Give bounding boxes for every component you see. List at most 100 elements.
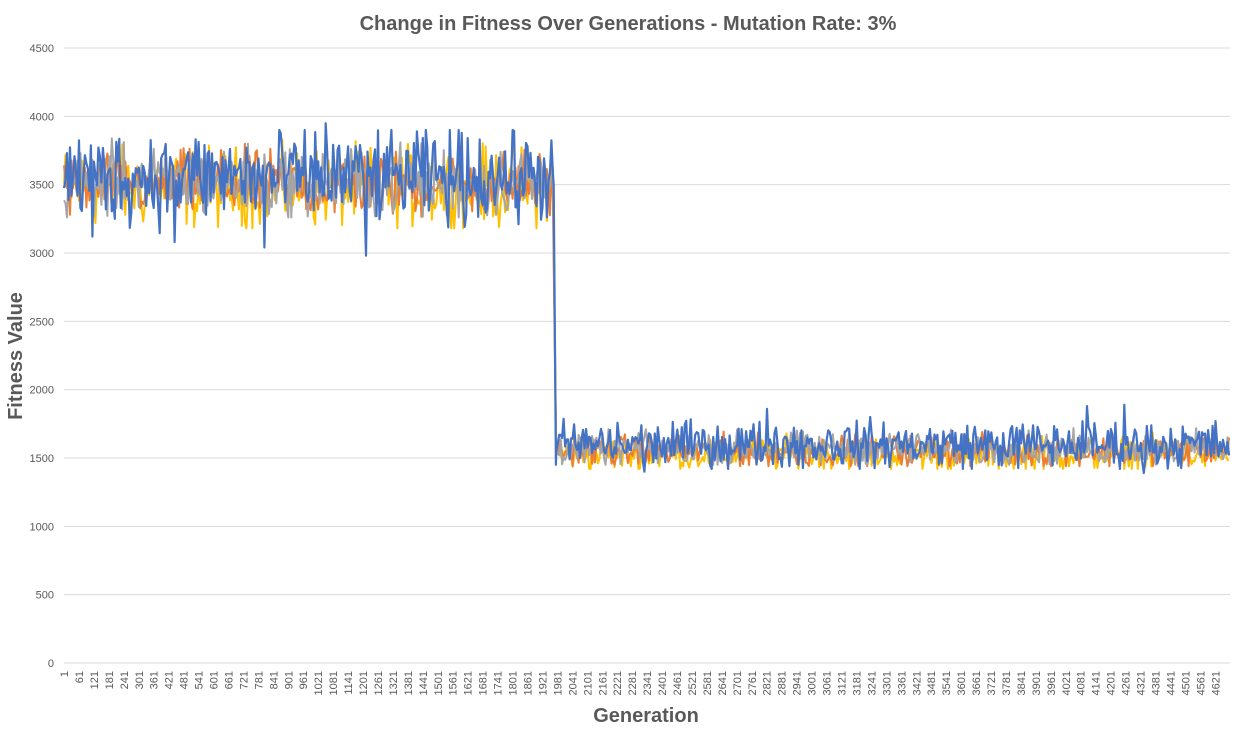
x-tick-label: 2401: [657, 671, 669, 695]
x-tick-label: 1: [59, 671, 71, 677]
x-tick-label: 541: [194, 671, 206, 689]
y-tick-label: 4500: [30, 43, 54, 55]
x-tick-label: 4441: [1165, 671, 1177, 695]
x-tick-label: 2461: [672, 671, 684, 695]
x-tick-label: 4021: [1061, 671, 1073, 695]
y-tick-label: 3500: [30, 180, 54, 192]
x-axis-ticks: 1 61 121 181 241 301 361 421 481 541 601 661 721 781 8…: [59, 671, 1222, 695]
x-tick-label: 3061: [822, 671, 834, 695]
x-tick-label: 2761: [747, 671, 759, 695]
x-axis-title: Generation: [593, 705, 699, 727]
x-tick-label: 3361: [896, 671, 908, 695]
y-tick-label: 2000: [30, 385, 54, 397]
x-tick-label: 961: [298, 671, 310, 689]
x-tick-label: 2281: [627, 671, 639, 695]
x-tick-label: 1381: [403, 671, 415, 695]
y-tick-label: 500: [36, 590, 54, 602]
y-tick-label: 4000: [30, 111, 54, 123]
x-tick-label: 3601: [956, 671, 968, 695]
chart-title: Change in Fitness Over Generations - Mut…: [360, 13, 897, 35]
x-tick-label: 3661: [971, 671, 983, 695]
x-tick-label: 301: [134, 671, 146, 689]
x-tick-label: 4561: [1195, 671, 1207, 695]
x-tick-label: 4321: [1136, 671, 1148, 695]
x-tick-label: 3241: [866, 671, 878, 695]
x-tick-label: 3121: [836, 671, 848, 695]
y-axis-title: Fitness Value: [5, 292, 27, 420]
y-tick-label: 1500: [30, 453, 54, 465]
series-lines: [62, 122, 1231, 475]
y-tick-label: 2500: [30, 316, 54, 328]
y-tick-label: 0: [48, 658, 54, 670]
x-tick-label: 3721: [986, 671, 998, 695]
x-tick-label: 661: [223, 671, 235, 689]
x-tick-label: 4261: [1121, 671, 1133, 695]
x-tick-label: 2161: [597, 671, 609, 695]
x-tick-label: 4501: [1180, 671, 1192, 695]
x-tick-label: 2701: [732, 671, 744, 695]
x-tick-label: 1501: [433, 671, 445, 695]
x-tick-label: 1321: [388, 671, 400, 695]
x-tick-label: 1081: [328, 671, 340, 695]
x-tick-label: 4201: [1106, 671, 1118, 695]
x-tick-label: 3181: [851, 671, 863, 695]
y-tick-label: 1000: [30, 521, 54, 533]
x-tick-label: 2821: [762, 671, 774, 695]
series-line-3: [63, 137, 1230, 466]
x-tick-label: 2881: [777, 671, 789, 695]
x-tick-label: 2581: [702, 671, 714, 695]
x-tick-label: 2101: [582, 671, 594, 695]
x-tick-label: 1921: [537, 671, 549, 695]
y-tick-label: 3000: [30, 248, 54, 260]
x-tick-label: 2521: [687, 671, 699, 695]
x-tick-label: 4081: [1076, 671, 1088, 695]
x-tick-label: 781: [253, 671, 265, 689]
y-axis-ticks: 0 500 1000 1500 2000 2500 3000 3500 4000 4500: [30, 43, 54, 670]
series-line-0: [62, 122, 1231, 475]
x-tick-label: 4381: [1150, 671, 1162, 695]
x-tick-label: 3481: [926, 671, 938, 695]
x-tick-label: 481: [179, 671, 191, 689]
x-tick-label: 1981: [552, 671, 564, 695]
x-tick-label: 421: [164, 671, 176, 689]
x-tick-label: 2041: [567, 671, 579, 695]
x-tick-label: 3421: [911, 671, 923, 695]
x-tick-label: 241: [119, 671, 131, 689]
x-tick-label: 1201: [358, 671, 370, 695]
x-tick-label: 61: [74, 671, 86, 683]
x-tick-label: 1621: [463, 671, 475, 695]
x-tick-label: 1801: [508, 671, 520, 695]
x-tick-label: 3001: [807, 671, 819, 695]
gridlines: [64, 47, 1230, 664]
x-tick-label: 2221: [612, 671, 624, 695]
x-tick-label: 4621: [1210, 671, 1222, 695]
x-tick-label: 3901: [1031, 671, 1043, 695]
x-tick-label: 3841: [1016, 671, 1028, 695]
x-tick-label: 121: [89, 671, 101, 689]
x-tick-label: 1741: [493, 671, 505, 695]
x-tick-label: 3781: [1001, 671, 1013, 695]
x-tick-label: 1441: [418, 671, 430, 695]
x-tick-label: 361: [149, 671, 161, 689]
x-tick-label: 3961: [1046, 671, 1058, 695]
x-tick-label: 2941: [792, 671, 804, 695]
x-tick-label: 1141: [343, 671, 355, 695]
series-line-2: [63, 142, 1230, 468]
x-tick-label: 1681: [478, 671, 490, 695]
x-tick-label: 2341: [642, 671, 654, 695]
x-tick-label: 1261: [373, 671, 385, 695]
x-tick-label: 1021: [313, 671, 325, 695]
x-tick-label: 1561: [448, 671, 460, 695]
x-tick-label: 2641: [717, 671, 729, 695]
x-tick-label: 601: [209, 671, 221, 689]
x-tick-label: 4141: [1091, 671, 1103, 695]
x-tick-label: 1861: [523, 671, 535, 695]
x-tick-label: 3541: [941, 671, 953, 695]
x-tick-label: 3301: [881, 671, 893, 695]
x-tick-label: 181: [104, 671, 116, 689]
x-tick-label: 901: [283, 671, 295, 689]
x-tick-label: 721: [238, 671, 250, 689]
x-tick-label: 841: [268, 671, 280, 689]
